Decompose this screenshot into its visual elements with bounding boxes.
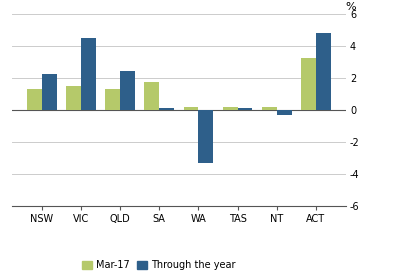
Bar xyxy=(223,107,237,110)
Bar xyxy=(105,89,120,110)
Text: %: % xyxy=(346,2,356,12)
Bar xyxy=(66,86,81,110)
Bar xyxy=(184,107,198,110)
Bar xyxy=(81,38,96,110)
Bar xyxy=(27,89,42,110)
Bar xyxy=(144,82,159,110)
Bar xyxy=(301,59,316,110)
Bar xyxy=(316,33,331,110)
Legend: Mar-17, Through the year: Mar-17, Through the year xyxy=(78,256,239,271)
Bar xyxy=(237,108,252,110)
Bar xyxy=(262,107,277,110)
Bar xyxy=(120,71,135,110)
Bar xyxy=(198,110,213,163)
Bar xyxy=(277,110,292,115)
Bar xyxy=(42,75,57,110)
Bar xyxy=(159,108,174,110)
